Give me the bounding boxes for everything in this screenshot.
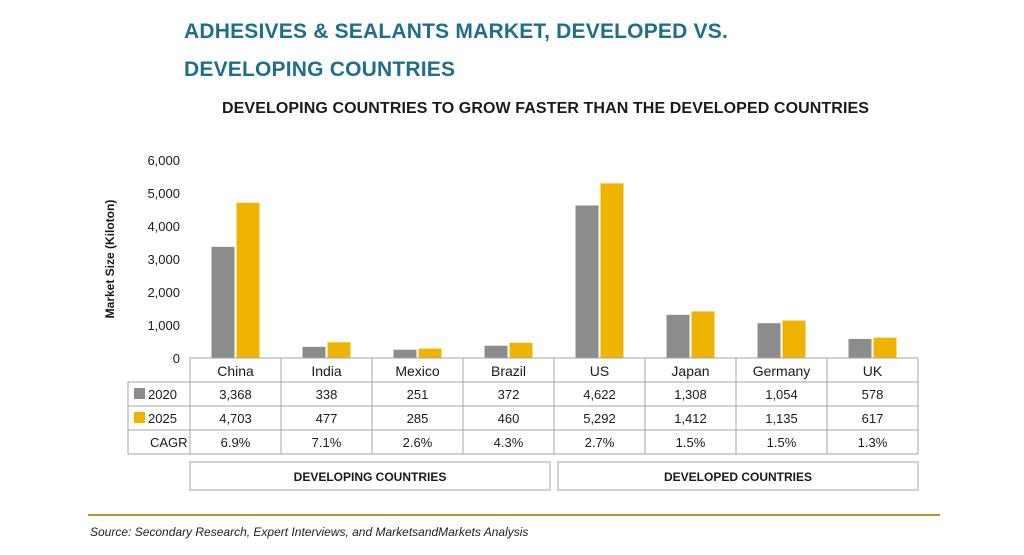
y-tick-label: 6,000: [147, 153, 180, 168]
legend-swatch-2025: [134, 412, 145, 423]
y-tick-label: 0: [173, 351, 180, 366]
bar-2025-germany: [782, 320, 806, 358]
cagr-value-germany: 1.5%: [767, 435, 797, 450]
data-label-2020-germany: 1,054: [765, 387, 798, 402]
bar-2025-us: [600, 183, 624, 358]
y-tick-label: 3,000: [147, 252, 180, 267]
bar-2020-mexico: [393, 349, 417, 358]
source-note: Source: Secondary Research, Expert Inter…: [90, 525, 529, 539]
data-label-2020-us: 4,622: [583, 387, 616, 402]
category-label-us: US: [590, 363, 609, 379]
legend-swatch-2020: [134, 388, 145, 399]
data-label-2020-brazil: 372: [498, 387, 520, 402]
data-label-2025-brazil: 460: [498, 411, 520, 426]
data-label-2025-uk: 617: [862, 411, 884, 426]
data-label-2025-germany: 1,135: [765, 411, 798, 426]
bar-2020-china: [211, 246, 235, 358]
bar-2025-mexico: [418, 348, 442, 358]
bar-2025-uk: [873, 337, 897, 358]
chart-subtitle: DEVELOPING COUNTRIES TO GROW FASTER THAN…: [222, 100, 870, 117]
bar-2025-india: [327, 342, 351, 358]
legend-label-2020: 2020: [148, 387, 177, 402]
cagr-value-brazil: 4.3%: [494, 435, 524, 450]
data-label-2025-us: 5,292: [583, 411, 616, 426]
y-axis-title: Market Size (Kiloton): [103, 200, 117, 319]
cagr-row-label: CAGR: [150, 435, 188, 450]
legend-label-2025: 2025: [148, 411, 177, 426]
data-label-2025-china: 4,703: [219, 411, 252, 426]
cagr-value-india: 7.1%: [312, 435, 342, 450]
bar-2020-uk: [848, 338, 872, 358]
data-label-2020-mexico: 251: [407, 387, 429, 402]
cagr-value-japan: 1.5%: [676, 435, 706, 450]
bar-2020-japan: [666, 314, 690, 358]
data-label-2020-china: 3,368: [219, 387, 252, 402]
bar-2025-brazil: [509, 342, 533, 358]
y-tick-label: 2,000: [147, 285, 180, 300]
source-divider: [88, 514, 940, 516]
y-tick-label: 4,000: [147, 219, 180, 234]
data-label-2025-japan: 1,412: [674, 411, 707, 426]
bar-2020-germany: [757, 323, 781, 358]
category-label-germany: Germany: [753, 363, 811, 379]
group-label-0: DEVELOPING COUNTRIES: [294, 470, 447, 484]
bar-2020-brazil: [484, 345, 508, 358]
data-label-2020-india: 338: [316, 387, 338, 402]
cagr-value-us: 2.7%: [585, 435, 615, 450]
cagr-value-uk: 1.3%: [858, 435, 888, 450]
cagr-value-china: 6.9%: [221, 435, 251, 450]
y-tick-label: 1,000: [147, 318, 180, 333]
category-label-china: China: [217, 363, 254, 379]
group-label-1: DEVELOPED COUNTRIES: [664, 470, 812, 484]
bar-2025-japan: [691, 311, 715, 358]
group-box-1: [557, 461, 919, 491]
data-label-2020-uk: 578: [862, 387, 884, 402]
cagr-value-mexico: 2.6%: [403, 435, 433, 450]
group-box-0: [189, 461, 551, 491]
category-label-brazil: Brazil: [491, 363, 526, 379]
bar-2020-india: [302, 346, 326, 358]
category-label-india: India: [311, 363, 342, 379]
chart-title-line-1: ADHESIVES & SEALANTS MARKET, DEVELOPED V…: [184, 20, 728, 43]
category-label-japan: Japan: [671, 363, 709, 379]
chart-title-line-2: DEVELOPING COUNTRIES: [184, 58, 456, 81]
data-label-2025-mexico: 285: [407, 411, 429, 426]
data-label-2025-india: 477: [316, 411, 338, 426]
bar-2025-china: [236, 202, 260, 358]
y-tick-label: 5,000: [147, 186, 180, 201]
category-label-uk: UK: [863, 363, 883, 379]
bar-2020-us: [575, 205, 599, 358]
category-label-mexico: Mexico: [395, 363, 440, 379]
data-label-2020-japan: 1,308: [674, 387, 707, 402]
